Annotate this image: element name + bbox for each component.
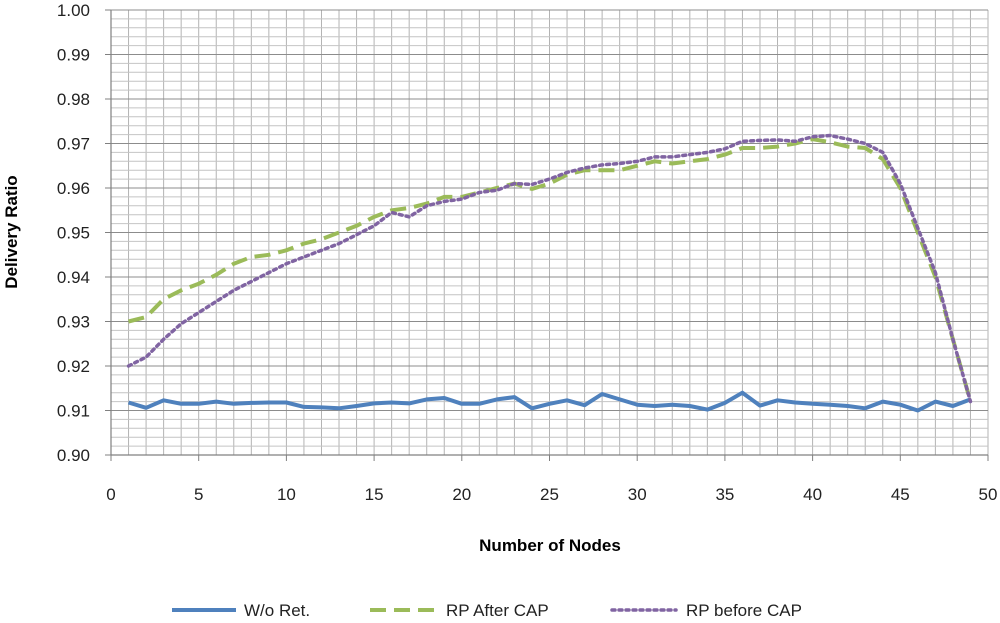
x-tick-label: 5 [194,485,203,504]
x-tick-label: 45 [891,485,910,504]
series-line-w-o-ret [127,390,972,413]
x-axis-title: Number of Nodes [479,536,621,555]
y-tick-label: 0.99 [57,46,90,65]
y-tick-label: 0.95 [57,224,90,243]
x-tick-label: 25 [540,485,559,504]
legend-label-rp-after-cap: RP After CAP [446,601,549,620]
y-tick-label: 0.98 [57,90,90,109]
series-line-rp-before-cap [126,133,973,404]
y-tick-label: 0.96 [57,179,90,198]
y-tick-label: 0.90 [57,446,90,465]
y-tick-label: 0.91 [57,402,90,421]
y-axis-title: Delivery Ratio [2,175,21,288]
x-tick-label: 35 [715,485,734,504]
y-tick-label: 0.97 [57,135,90,154]
series-lines [126,133,973,413]
y-tick-label: 0.92 [57,357,90,376]
y-tick-label: 0.94 [57,268,90,287]
series-line-rp-after-cap [128,137,973,403]
legend-label-wo-ret: W/o Ret. [244,601,310,620]
x-tick-label: 30 [628,485,647,504]
legend: W/o Ret. RP After CAP RP before CAP [172,601,802,620]
x-tick-label: 20 [452,485,471,504]
x-tick-label: 10 [277,485,296,504]
axes [105,9,989,461]
y-tick-label: 0.93 [57,313,90,332]
tick-labels: 0 5 10 15 20 25 30 35 40 45 50 0.90 0.91 0.92 0.93 0.94… [57,1,998,504]
x-tick-label: 15 [365,485,384,504]
x-tick-label: 40 [803,485,822,504]
x-tick-label: 50 [979,485,998,504]
x-tick-label: 0 [106,485,115,504]
y-tick-label: 1.00 [57,1,90,20]
legend-label-rp-before-cap: RP before CAP [686,601,802,620]
